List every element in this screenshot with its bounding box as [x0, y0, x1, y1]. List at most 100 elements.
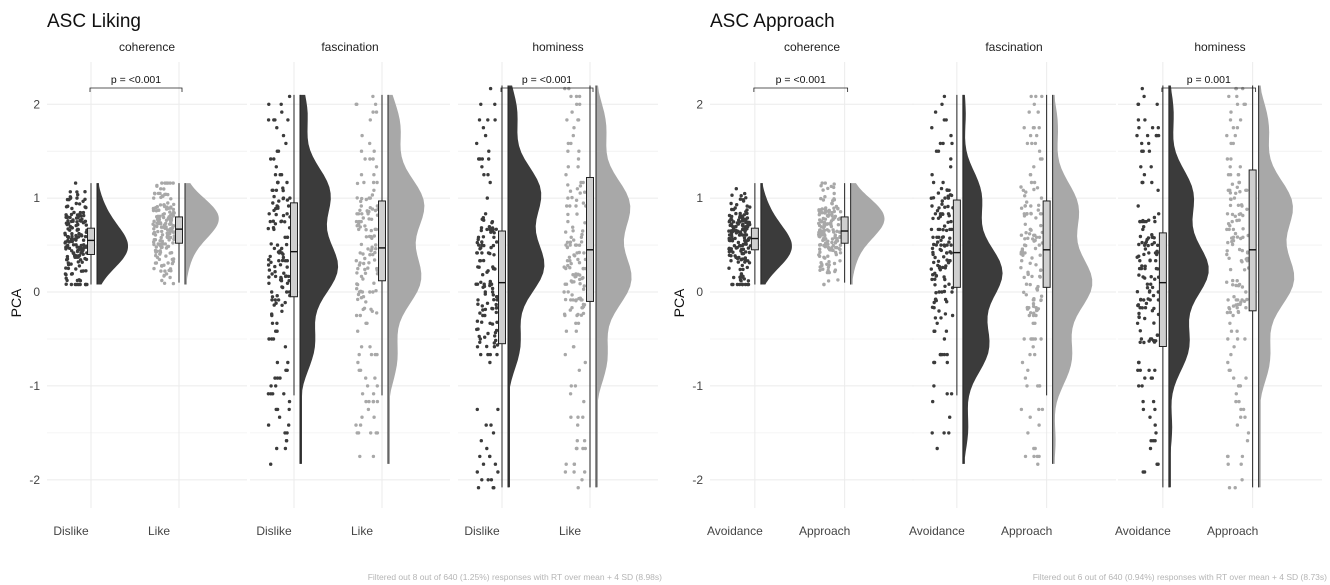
data-point: [576, 415, 580, 419]
data-point: [931, 273, 935, 277]
data-point: [1140, 141, 1144, 146]
data-point: [1225, 252, 1229, 257]
data-point: [1137, 315, 1141, 319]
data-point: [285, 235, 290, 239]
data-point: [939, 243, 943, 247]
data-point: [496, 470, 500, 474]
data-point: [76, 193, 80, 197]
data-point: [372, 415, 376, 419]
data-point: [374, 289, 378, 293]
data-point: [366, 266, 370, 270]
data-point: [575, 102, 579, 107]
caption: Filtered out 8 out of 640 (1.25%) respon…: [368, 572, 662, 582]
data-point: [266, 423, 271, 427]
data-point: [81, 199, 85, 203]
data-point: [1229, 352, 1233, 357]
data-point: [372, 149, 376, 153]
data-point: [1034, 263, 1038, 267]
data-point: [747, 221, 752, 226]
data-point: [1023, 454, 1028, 459]
data-point: [171, 207, 176, 212]
data-point: [1147, 218, 1151, 222]
data-point: [482, 173, 486, 177]
data-point: [276, 298, 281, 302]
data-point: [280, 251, 284, 255]
data-point: [154, 253, 158, 258]
facet-strip-label: coherence: [119, 40, 175, 54]
data-point: [358, 208, 362, 212]
data-point: [275, 204, 279, 208]
significance-bracket: [500, 87, 594, 92]
data-point: [1238, 165, 1243, 169]
data-point: [267, 337, 271, 341]
data-point: [1019, 206, 1024, 210]
data-point: [1241, 86, 1245, 91]
data-point: [1031, 345, 1035, 349]
data-point: [368, 141, 372, 146]
data-point: [66, 235, 71, 239]
data-point: [827, 263, 831, 267]
data-point: [1142, 243, 1147, 247]
data-point: [369, 217, 374, 221]
data-point: [273, 264, 277, 269]
data-point: [942, 243, 946, 247]
data-point: [70, 249, 74, 253]
data-point: [1148, 258, 1152, 262]
data-point: [359, 345, 364, 349]
data-point: [166, 201, 170, 205]
data-point: [1142, 470, 1147, 474]
data-point: [1229, 329, 1234, 333]
data-point: [1225, 227, 1229, 232]
data-point: [362, 306, 367, 310]
data-point: [371, 110, 375, 114]
data-point: [269, 157, 273, 161]
data-point: [483, 133, 488, 138]
data-point: [273, 222, 278, 226]
data-point: [493, 330, 498, 335]
data-point: [729, 232, 734, 236]
data-point: [64, 266, 68, 270]
data-point: [271, 392, 275, 396]
data-point: [63, 233, 67, 237]
data-point: [563, 352, 567, 357]
data-point: [1029, 180, 1034, 185]
data-point: [1143, 316, 1147, 321]
data-point: [486, 478, 490, 482]
data-point: [581, 201, 586, 205]
data-point: [1028, 415, 1032, 419]
data-point: [284, 141, 288, 146]
data-point: [359, 274, 364, 279]
data-point: [832, 230, 836, 234]
data-point: [367, 399, 371, 404]
data-point: [1234, 86, 1239, 91]
data-point: [820, 211, 824, 215]
data-point: [270, 272, 274, 276]
data-point: [72, 210, 76, 215]
data-point: [740, 214, 745, 218]
data-point: [75, 249, 80, 254]
data-point: [1238, 118, 1243, 122]
data-point: [152, 219, 156, 223]
data-point: [827, 229, 831, 233]
data-point: [825, 213, 830, 218]
data-point: [826, 279, 831, 283]
data-point: [483, 335, 487, 339]
data-point: [494, 306, 499, 310]
data-point: [152, 266, 156, 271]
data-point: [365, 209, 369, 213]
data-point: [1230, 236, 1234, 240]
data-point: [368, 157, 372, 161]
data-point: [731, 250, 735, 254]
data-point: [284, 368, 288, 372]
data-point: [280, 110, 284, 114]
data-point: [277, 251, 281, 255]
facet-strip-label: hominess: [532, 40, 583, 54]
data-point: [159, 235, 163, 240]
data-point: [1155, 462, 1159, 466]
data-point: [582, 284, 586, 288]
data-point: [374, 247, 378, 251]
data-point: [355, 102, 359, 107]
data-point: [370, 207, 375, 211]
data-point: [820, 229, 825, 233]
data-point: [933, 283, 937, 287]
